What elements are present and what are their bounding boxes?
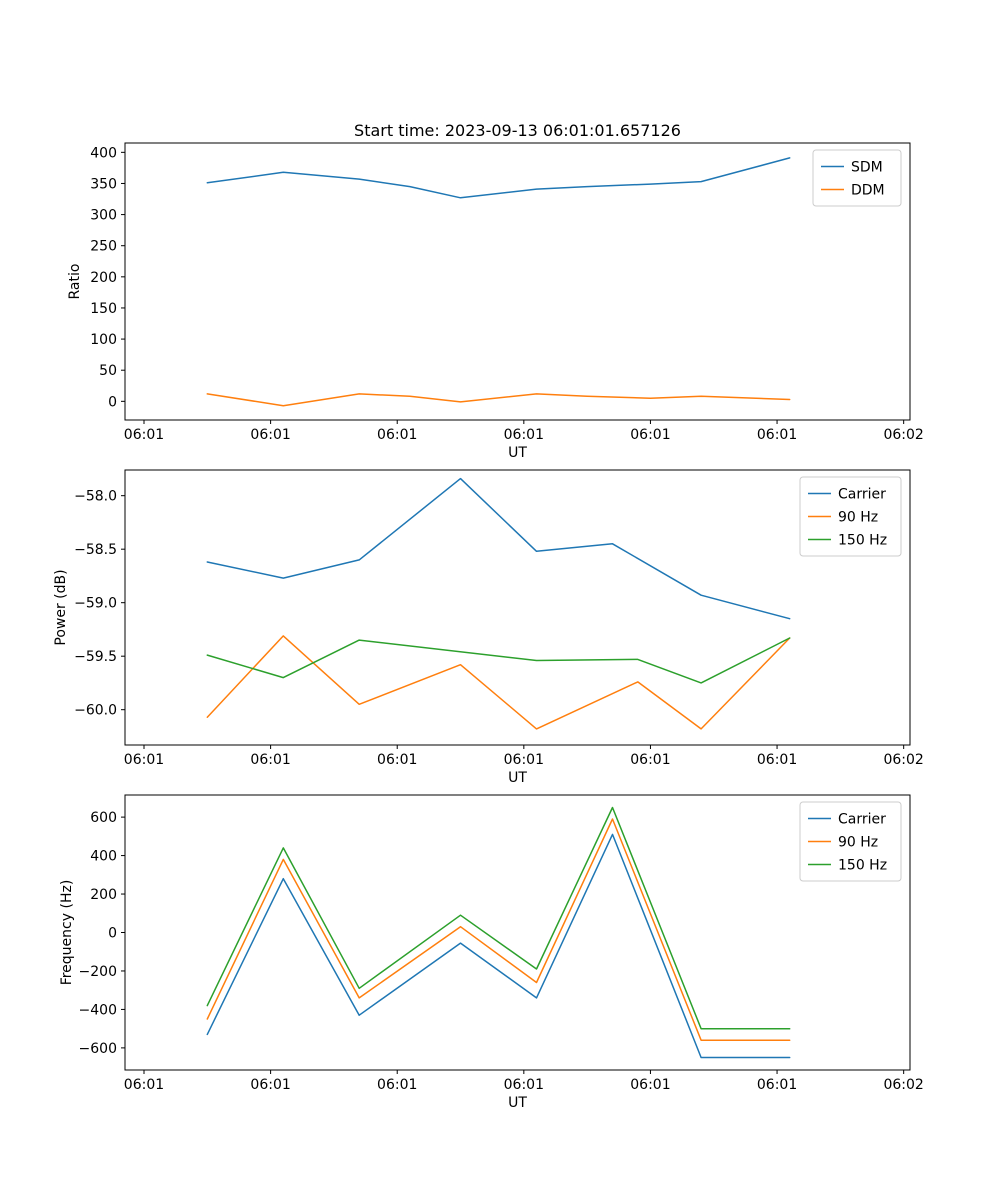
x-tick-label: 06:01 <box>504 427 544 443</box>
legend-label: 90 Hz <box>838 510 878 526</box>
x-tick-label: 06:01 <box>124 427 164 443</box>
x-tick-label: 06:01 <box>757 427 797 443</box>
series-line-90-hz <box>206 818 791 1041</box>
ratio-chart: 06:01 06:01 06:01 06:01 06:01 06:01 06:02 0 50 10… <box>67 142 924 461</box>
series-line-ddm <box>206 393 791 407</box>
x-tick-label: 06:01 <box>630 1077 670 1093</box>
series-line-150-hz <box>206 637 791 684</box>
x-tick-label: 06:01 <box>124 752 164 768</box>
y-tick-label: −200 <box>79 964 117 980</box>
y-tick-label: −58.0 <box>74 489 117 505</box>
x-tick-label: 06:02 <box>883 752 923 768</box>
x-tick-label: 06:01 <box>124 1077 164 1093</box>
x-tick-label: 06:01 <box>377 752 417 768</box>
legend-label: 150 Hz <box>838 533 887 549</box>
legend: Carrier 90 Hz 150 Hz <box>799 801 902 882</box>
series-line-90-hz <box>206 635 791 730</box>
legend-label: 150 Hz <box>838 858 887 874</box>
y-tick-label: 600 <box>90 810 117 826</box>
legend: SDM DDM <box>812 149 902 207</box>
y-tick-label: 250 <box>90 239 117 255</box>
legend-box <box>812 149 902 207</box>
y-tick-label: 0 <box>108 394 117 410</box>
y-tick-label: 300 <box>90 208 117 224</box>
legend-label: Carrier <box>838 812 886 828</box>
figure-title: Start time: 2023-09-13 06:01:01.657126 <box>354 121 681 140</box>
y-tick-label: 100 <box>90 332 117 348</box>
legend-label: 90 Hz <box>838 835 878 851</box>
y-axis-label: Power (dB) <box>53 569 69 645</box>
y-tick-label: −60.0 <box>74 703 117 719</box>
x-tick-label: 06:02 <box>883 1077 923 1093</box>
y-tick-label: 350 <box>90 176 117 192</box>
x-axis-label: UT <box>508 770 527 786</box>
x-tick-label: 06:01 <box>377 427 417 443</box>
y-tick-label: 150 <box>90 301 117 317</box>
series-line-sdm <box>206 157 791 199</box>
x-tick-label: 06:01 <box>504 752 544 768</box>
plot-frame <box>124 142 911 421</box>
y-tick-label: 200 <box>90 270 117 286</box>
legend-label: DDM <box>851 183 885 199</box>
x-axis-label: UT <box>508 1095 527 1111</box>
y-tick-label: −59.0 <box>74 596 117 612</box>
y-tick-label: −58.5 <box>74 542 117 558</box>
x-tick-label: 06:01 <box>630 752 670 768</box>
power-chart: 06:01 06:01 06:01 06:01 06:01 06:01 06:02 −60.0… <box>53 469 924 786</box>
x-tick-label: 06:02 <box>883 427 923 443</box>
legend-label: Carrier <box>838 487 886 503</box>
series-line-carrier <box>206 477 791 620</box>
x-tick-label: 06:01 <box>630 427 670 443</box>
x-tick-label: 06:01 <box>250 427 290 443</box>
series-line-150-hz <box>206 806 791 1030</box>
x-tick-label: 06:01 <box>757 752 797 768</box>
x-tick-label: 06:01 <box>757 1077 797 1093</box>
y-tick-label: −600 <box>79 1041 117 1057</box>
x-tick-label: 06:01 <box>377 1077 417 1093</box>
y-tick-label: 0 <box>108 926 117 942</box>
plot-frame <box>124 469 911 746</box>
x-axis-label: UT <box>508 445 527 461</box>
legend: Carrier 90 Hz 150 Hz <box>799 476 902 557</box>
y-axis-label: Ratio <box>67 264 83 300</box>
frequency-chart: 06:01 06:01 06:01 06:01 06:01 06:01 06:02 −600 −… <box>59 794 924 1111</box>
y-axis-label: Frequency (Hz) <box>59 880 75 986</box>
legend-label: SDM <box>851 160 883 176</box>
y-tick-label: 50 <box>99 363 117 379</box>
y-tick-label: −400 <box>79 1002 117 1018</box>
legend-box <box>799 476 902 557</box>
y-tick-label: −59.5 <box>74 649 117 665</box>
x-tick-label: 06:01 <box>250 1077 290 1093</box>
legend-box <box>799 801 902 882</box>
x-tick-label: 06:01 <box>504 1077 544 1093</box>
y-tick-label: 200 <box>90 887 117 903</box>
x-tick-label: 06:01 <box>250 752 290 768</box>
y-tick-label: 400 <box>90 145 117 161</box>
y-tick-label: 400 <box>90 849 117 865</box>
series-line-carrier <box>206 833 791 1059</box>
